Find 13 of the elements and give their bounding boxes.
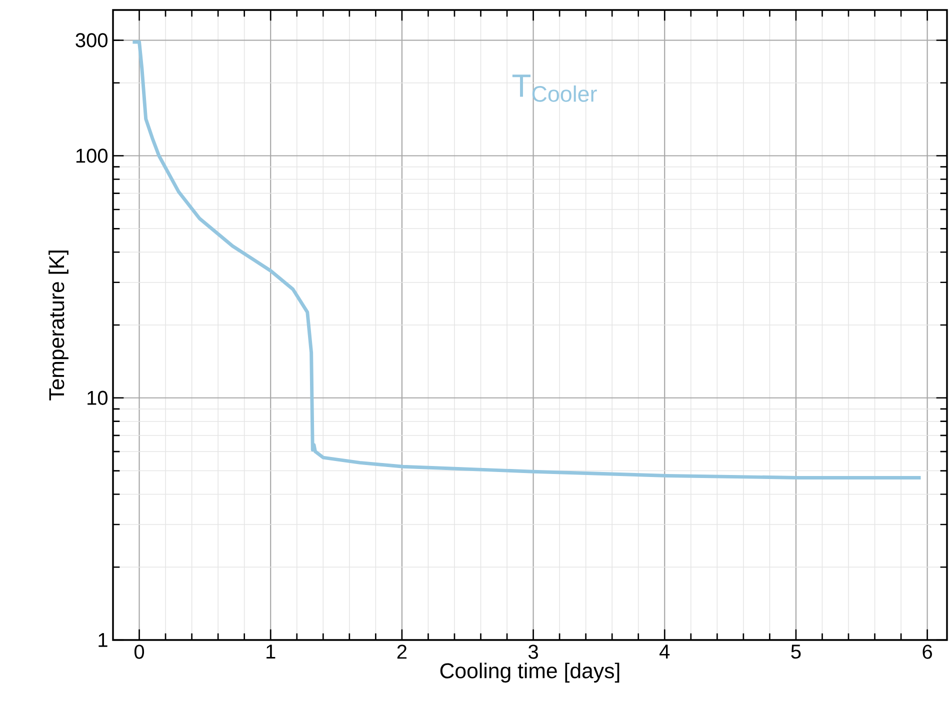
x-axis-title: Cooling time [days] bbox=[440, 662, 620, 683]
x-tick-label: 1 bbox=[266, 644, 276, 658]
y-tick-label: 300 bbox=[76, 33, 108, 48]
y-tick-label: 100 bbox=[76, 148, 108, 163]
x-tick-label: 0 bbox=[134, 644, 144, 659]
x-tick-label: 5 bbox=[791, 644, 801, 659]
x-tick-label: 6 bbox=[922, 644, 932, 659]
x-tick-label: 3 bbox=[528, 644, 538, 659]
x-tick-label: 4 bbox=[660, 644, 670, 658]
y-tick-label: 1 bbox=[98, 633, 108, 647]
y-tick-label: 10 bbox=[88, 390, 108, 405]
x-tick-label: 2 bbox=[397, 644, 407, 659]
y-axis-title: Temperature [K] bbox=[48, 250, 68, 400]
